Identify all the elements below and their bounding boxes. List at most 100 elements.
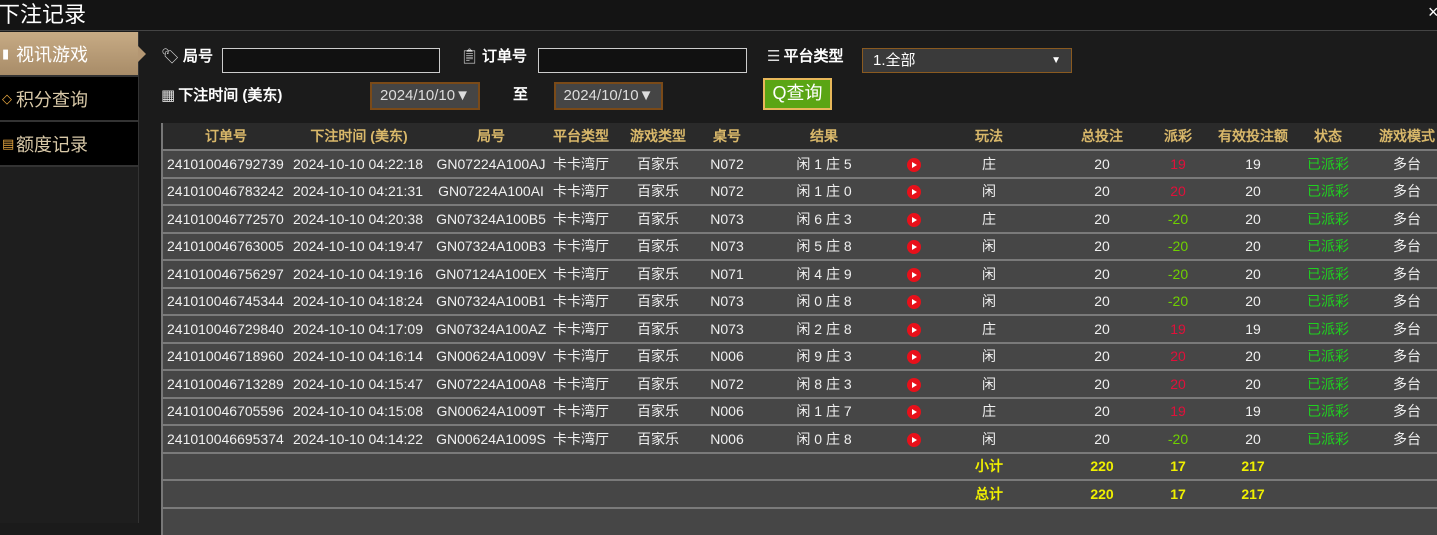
column-header: 有效投注额 — [1203, 123, 1303, 150]
game-type-cell: 百家乐 — [609, 425, 707, 453]
sidebar: ▮视讯游戏 ◇积分查询 ▤额度记录 — [0, 32, 139, 523]
play-video-icon[interactable] — [907, 295, 921, 309]
order-id-cell: 241010046718960 — [162, 343, 289, 371]
platform-cell: 卡卡湾厅 — [553, 150, 609, 178]
play-video-icon[interactable] — [907, 433, 921, 447]
column-header: 订单号 — [162, 123, 289, 150]
status-cell: 已派彩 — [1303, 425, 1353, 453]
game-mode-cell: 多台 — [1353, 343, 1437, 371]
empty-cell — [289, 453, 429, 481]
payout-cell: -20 — [1153, 260, 1203, 288]
bet-time-cell: 2024-10-10 04:16:14 — [289, 343, 429, 371]
empty-cell — [707, 480, 747, 508]
bet-type-cell: 闲 — [927, 425, 1051, 453]
calendar-icon: ▦ — [161, 86, 175, 104]
bet-type-cell: 庄 — [927, 205, 1051, 233]
result-cell: 闲 6 庄 3 — [747, 205, 901, 233]
date-from-picker[interactable]: 2024/10/10▼ — [370, 82, 480, 110]
table-no-cell: N072 — [707, 150, 747, 178]
game-type-cell: 百家乐 — [609, 178, 707, 206]
empty-cell — [553, 480, 609, 508]
empty-cell — [901, 480, 927, 508]
status-cell: 已派彩 — [1303, 370, 1353, 398]
sidebar-item-label: 视讯游戏 — [16, 41, 88, 67]
round-id-cell: GN07224A100A8 — [429, 370, 553, 398]
diamond-icon: ◇ — [2, 91, 14, 107]
platform-select[interactable]: 1.全部▼ — [862, 48, 1072, 73]
date-to-picker[interactable]: 2024/10/10▼ — [554, 82, 663, 110]
play-video-icon[interactable] — [907, 405, 921, 419]
video-cell — [901, 233, 927, 261]
valid-bet-cell: 20 — [1203, 260, 1303, 288]
bet-type-cell: 闲 — [927, 343, 1051, 371]
sidebar-item-credit[interactable]: ▤额度记录 — [0, 122, 138, 167]
query-button[interactable]: Q查询 — [763, 78, 832, 110]
result-cell: 闲 0 庄 8 — [747, 425, 901, 453]
total-valid-bet: 217 — [1203, 480, 1303, 508]
play-video-icon[interactable] — [907, 185, 921, 199]
empty-cell — [609, 480, 707, 508]
valid-bet-cell: 19 — [1203, 150, 1303, 178]
video-cell — [901, 370, 927, 398]
round-input[interactable] — [222, 48, 440, 73]
video-cell — [901, 150, 927, 178]
column-header: 平台类型 — [553, 123, 609, 150]
total-bet-cell: 20 — [1051, 425, 1153, 453]
game-mode-cell: 多台 — [1353, 370, 1437, 398]
query-label: 查询 — [787, 83, 823, 103]
play-video-icon[interactable] — [907, 240, 921, 254]
valid-bet-cell: 20 — [1203, 425, 1303, 453]
bet-time-cell: 2024-10-10 04:20:38 — [289, 205, 429, 233]
valid-bet-cell: 19 — [1203, 398, 1303, 426]
table-no-cell: N072 — [707, 370, 747, 398]
empty-cell — [747, 453, 901, 481]
close-icon[interactable]: × — [1428, 2, 1437, 23]
column-header: 桌号 — [707, 123, 747, 150]
tag-icon: 🏷︎ — [161, 47, 180, 65]
platform-cell: 卡卡湾厅 — [553, 343, 609, 371]
order-id-cell: 241010046729840 — [162, 315, 289, 343]
payout-cell: 19 — [1153, 150, 1203, 178]
order-label-text: 订单号 — [482, 45, 527, 66]
bet-time-cell: 2024-10-10 04:15:08 — [289, 398, 429, 426]
result-cell: 闲 5 庄 8 — [747, 233, 901, 261]
table-no-cell: N073 — [707, 315, 747, 343]
result-cell: 闲 1 庄 0 — [747, 178, 901, 206]
play-video-icon[interactable] — [907, 213, 921, 227]
column-header: 结果 — [747, 123, 901, 150]
play-video-icon[interactable] — [907, 268, 921, 282]
video-cell — [901, 398, 927, 426]
game-mode-cell: 多台 — [1353, 178, 1437, 206]
bet-type-cell: 庄 — [927, 398, 1051, 426]
play-video-icon[interactable] — [907, 323, 921, 337]
payout-cell: -20 — [1153, 205, 1203, 233]
result-cell: 闲 8 庄 3 — [747, 370, 901, 398]
time-label: ▦下注时间 (美东) — [161, 84, 282, 105]
empty-cell — [1303, 453, 1353, 481]
play-video-icon[interactable] — [907, 378, 921, 392]
empty-cell — [609, 453, 707, 481]
sidebar-item-points[interactable]: ◇积分查询 — [0, 77, 138, 122]
total-bet-cell: 20 — [1051, 288, 1153, 316]
bet-time-cell: 2024-10-10 04:17:09 — [289, 315, 429, 343]
platform-label-text: 平台类型 — [783, 45, 843, 66]
result-cell: 闲 9 庄 3 — [747, 343, 901, 371]
order-input[interactable] — [538, 48, 747, 73]
empty-cell — [553, 453, 609, 481]
play-video-icon[interactable] — [907, 158, 921, 172]
status-cell: 已派彩 — [1303, 150, 1353, 178]
sidebar-item-live-games[interactable]: ▮视讯游戏 — [0, 32, 138, 77]
game-type-cell: 百家乐 — [609, 398, 707, 426]
valid-bet-cell: 20 — [1203, 205, 1303, 233]
window-title: 下注记录 — [0, 0, 86, 29]
play-video-icon[interactable] — [907, 350, 921, 364]
game-type-cell: 百家乐 — [609, 315, 707, 343]
platform-value: 1.全部 — [873, 52, 916, 69]
empty-cell — [289, 480, 429, 508]
column-header: 玩法 — [927, 123, 1051, 150]
order-id-cell: 241010046792739 — [162, 150, 289, 178]
